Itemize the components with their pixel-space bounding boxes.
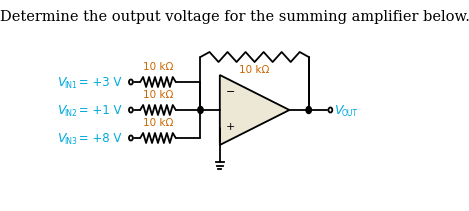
Circle shape bbox=[129, 135, 133, 141]
Text: $V$: $V$ bbox=[58, 76, 69, 88]
Text: −: − bbox=[226, 87, 235, 96]
Circle shape bbox=[198, 107, 203, 114]
Text: OUT: OUT bbox=[341, 108, 357, 118]
Text: $V$: $V$ bbox=[58, 131, 69, 145]
Text: = +8 V: = +8 V bbox=[75, 131, 121, 145]
Text: = +3 V: = +3 V bbox=[75, 76, 121, 88]
Text: IN2: IN2 bbox=[64, 108, 77, 118]
Text: IN1: IN1 bbox=[64, 81, 77, 89]
Circle shape bbox=[129, 80, 133, 84]
Circle shape bbox=[306, 107, 311, 114]
Polygon shape bbox=[220, 75, 289, 145]
Text: +: + bbox=[226, 123, 235, 133]
Text: Determine the output voltage for the summing amplifier below.: Determine the output voltage for the sum… bbox=[0, 10, 469, 24]
Text: IN3: IN3 bbox=[64, 137, 77, 146]
Circle shape bbox=[129, 107, 133, 112]
Text: 10 kΩ: 10 kΩ bbox=[239, 65, 270, 75]
Text: 10 kΩ: 10 kΩ bbox=[143, 62, 173, 72]
Text: 10 kΩ: 10 kΩ bbox=[143, 118, 173, 128]
Circle shape bbox=[328, 107, 333, 112]
Text: $V$: $V$ bbox=[334, 104, 346, 116]
Text: $V$: $V$ bbox=[58, 104, 69, 116]
Text: = +1 V: = +1 V bbox=[75, 104, 122, 116]
Text: 10 kΩ: 10 kΩ bbox=[143, 90, 173, 100]
